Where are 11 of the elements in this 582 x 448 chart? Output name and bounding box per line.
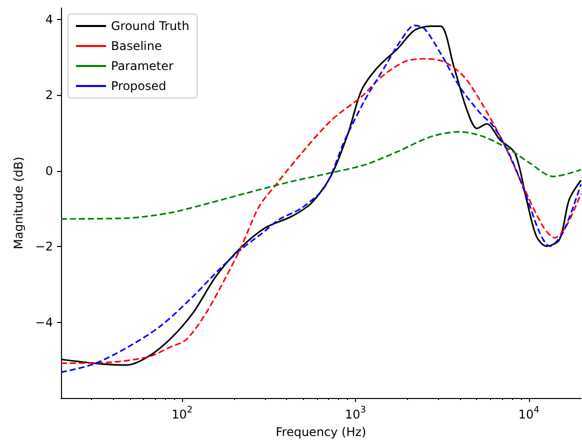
y-tick-label: 0 — [45, 164, 53, 178]
y-tick-label: −4 — [35, 315, 53, 330]
y-tick-label: 4 — [45, 12, 53, 26]
legend-label: Proposed — [111, 79, 166, 93]
y-tick-label: 2 — [45, 88, 53, 102]
y-axis-title: Magnitude (dB) — [11, 156, 26, 250]
legend-label: Parameter — [111, 59, 174, 73]
legend-label: Baseline — [111, 39, 162, 53]
x-axis-title: Frequency (Hz) — [276, 425, 366, 439]
legend-label: Ground Truth — [111, 19, 190, 33]
y-tick-label: −2 — [35, 240, 53, 254]
